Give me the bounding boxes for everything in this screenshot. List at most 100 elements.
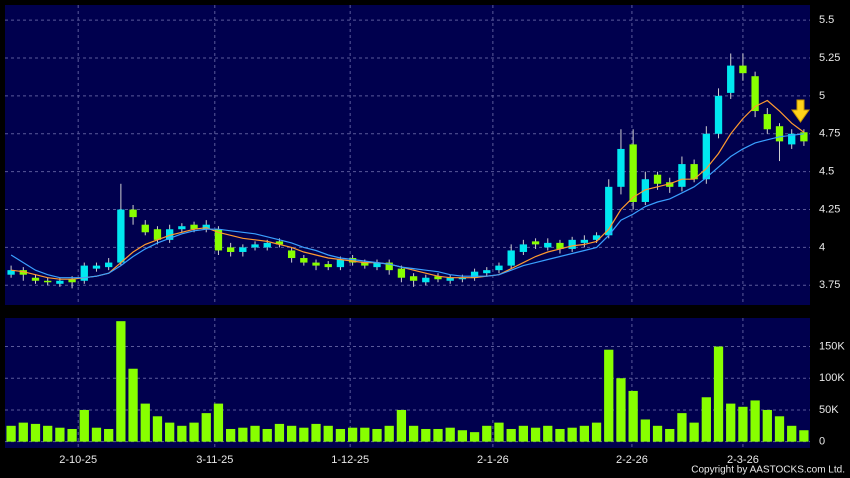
candle-body (763, 114, 771, 130)
volume-bar (408, 425, 419, 442)
volume-bar (530, 427, 541, 442)
candle-body (422, 277, 430, 283)
y-tick-label: 150K (819, 340, 845, 352)
candle-body (751, 76, 759, 112)
volume-bar (628, 390, 638, 442)
x-tick-label: 2-1-26 (477, 454, 509, 466)
candle-body (385, 262, 393, 271)
volume-bar (591, 422, 602, 442)
candle-body (495, 265, 503, 271)
candle-body (190, 224, 198, 230)
volume-bar (494, 422, 504, 442)
moving-average-line (11, 99, 805, 280)
volume-bar (91, 427, 102, 442)
volume-bar (189, 422, 199, 442)
candle-body (739, 65, 747, 74)
candle-body (141, 224, 149, 233)
volume-bar (457, 430, 468, 442)
candle-body (617, 148, 625, 187)
candle-body (263, 242, 271, 248)
volume-bar (701, 397, 711, 442)
volume-bar (311, 423, 321, 442)
x-tick-label: 2-3-26 (727, 454, 759, 466)
candle-body (336, 259, 345, 268)
volume-bar (774, 416, 785, 442)
volume-bar (567, 427, 577, 442)
candle-body (44, 280, 52, 283)
volume-bar (238, 427, 248, 442)
volume-bar (616, 378, 626, 442)
candle-body (226, 247, 235, 252)
volume-panel (5, 318, 810, 448)
volume-bar (360, 427, 370, 442)
volume-bar (738, 406, 748, 442)
candle-body (56, 280, 64, 284)
candle-body (361, 262, 369, 266)
candle-body (775, 126, 784, 142)
y-tick-label: 5.5 (819, 14, 834, 26)
price-panel (5, 5, 810, 305)
volume-bar (396, 409, 407, 442)
moving-average-line (10, 133, 804, 279)
volume-bar (543, 425, 553, 442)
y-tick-label: 4.5 (819, 166, 834, 178)
candle-body (214, 229, 223, 251)
candle-body (580, 239, 589, 243)
candle-body (409, 276, 418, 281)
volume-bar (226, 428, 236, 442)
volume-bar (250, 425, 260, 442)
candle-body (678, 164, 686, 187)
volume-bar (689, 422, 699, 442)
candle-body (519, 244, 528, 252)
volume-bar (67, 428, 77, 442)
candle-body (592, 235, 601, 240)
volume-bar (665, 428, 675, 442)
candle-body (19, 270, 27, 275)
volume-bar (506, 428, 516, 442)
x-tick-label: 2-2-26 (616, 454, 648, 466)
volume-bar (116, 321, 126, 442)
volume-bar (482, 425, 492, 442)
volume-bar (286, 425, 297, 442)
candle-body (446, 277, 454, 281)
candle-body (605, 186, 613, 236)
volume-bar (299, 427, 309, 442)
volume-bar (201, 413, 211, 442)
y-tick-label: 4.25 (819, 203, 840, 215)
volume-bar (445, 427, 455, 442)
volume-bar (799, 430, 809, 442)
volume-bar (347, 427, 358, 442)
volume-bar (128, 368, 138, 442)
volume-bar (640, 419, 650, 442)
volume-bar (555, 428, 565, 442)
candle-body (300, 258, 308, 263)
volume-bar (604, 349, 614, 442)
volume-bar (421, 428, 431, 442)
candle-body (568, 239, 576, 249)
volume-bar (372, 428, 382, 442)
candle-body (312, 262, 320, 266)
candle-body (556, 242, 564, 249)
candle-body (531, 241, 540, 245)
volume-bar (323, 425, 333, 442)
x-tick-label: 2-10-25 (59, 454, 97, 466)
x-tick-label: 3-11-25 (196, 454, 233, 466)
volume-bar (104, 428, 114, 442)
candle-body (470, 271, 479, 278)
volume-bar (469, 432, 480, 442)
candle-body (373, 262, 381, 268)
volume-bar (726, 403, 736, 442)
volume-bar (152, 416, 163, 442)
candle-body (251, 244, 259, 248)
candle-body (666, 182, 674, 187)
volume-bar (165, 422, 175, 442)
candle-body (287, 250, 296, 259)
candle-body (153, 229, 162, 240)
candle-body (129, 209, 137, 218)
candle-body (483, 270, 491, 274)
volume-bar (750, 400, 760, 442)
candle-body (68, 279, 76, 283)
volume-bar (79, 409, 89, 442)
y-tick-label: 4 (819, 241, 825, 253)
